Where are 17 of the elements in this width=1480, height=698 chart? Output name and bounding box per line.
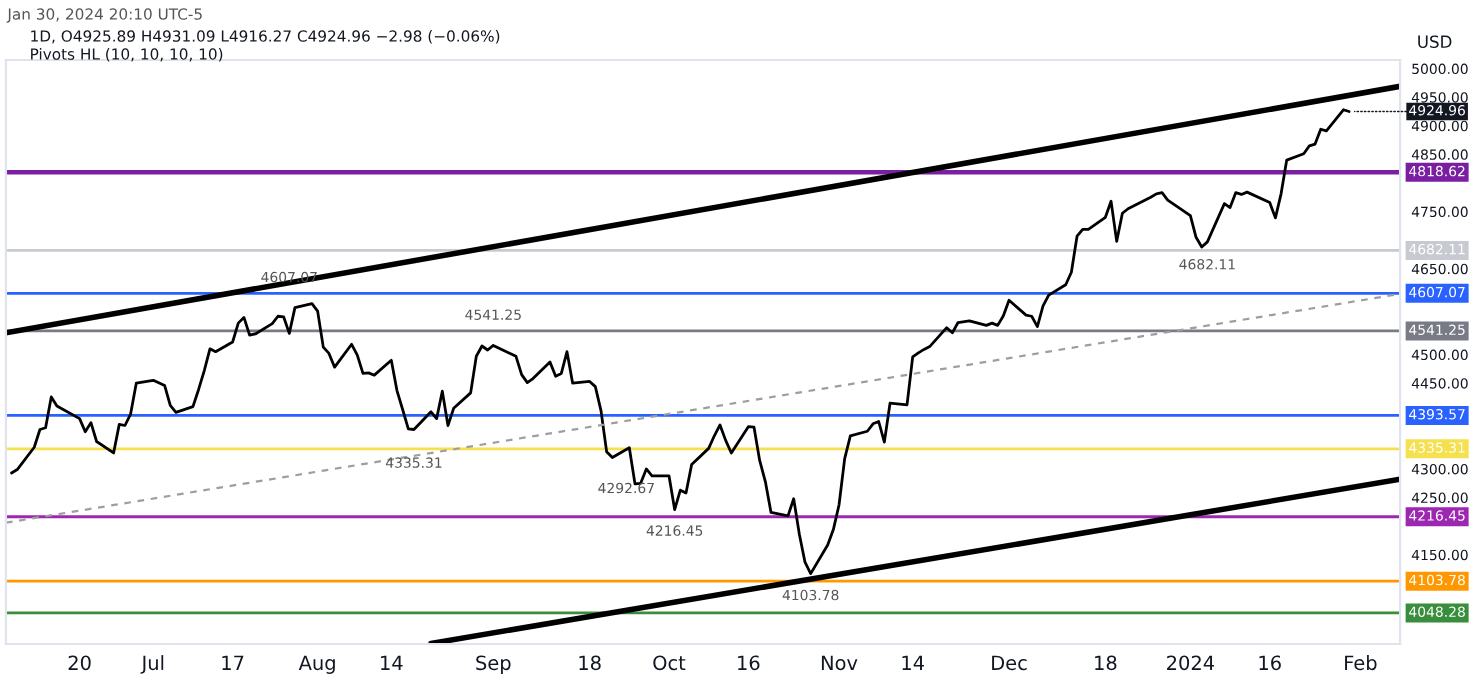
x-tick-label: Feb bbox=[1345, 655, 1377, 671]
x-tick-label: 14 bbox=[381, 655, 403, 670]
x-tick-label: Sep bbox=[476, 655, 511, 674]
x-tick-label: 20 bbox=[68, 655, 91, 671]
x-tick-label: 14 bbox=[902, 655, 924, 670]
x-tick-label: 2024 bbox=[1167, 655, 1215, 671]
y-axis-title: USD bbox=[1418, 35, 1452, 49]
x-tick-label: Nov bbox=[821, 655, 858, 671]
x-tick-label: 17 bbox=[222, 655, 244, 670]
x-tick-label: 16 bbox=[1259, 655, 1281, 671]
x-tick-label: Dec bbox=[992, 655, 1027, 671]
x-tick-label: Aug bbox=[298, 655, 335, 674]
x-tick-label: 16 bbox=[738, 655, 760, 671]
x-tick-label: 18 bbox=[1095, 655, 1117, 671]
x-tick-label: Jul bbox=[140, 655, 164, 674]
x-tick-label: 18 bbox=[579, 655, 601, 671]
x-tick-label: Oct bbox=[653, 655, 686, 671]
